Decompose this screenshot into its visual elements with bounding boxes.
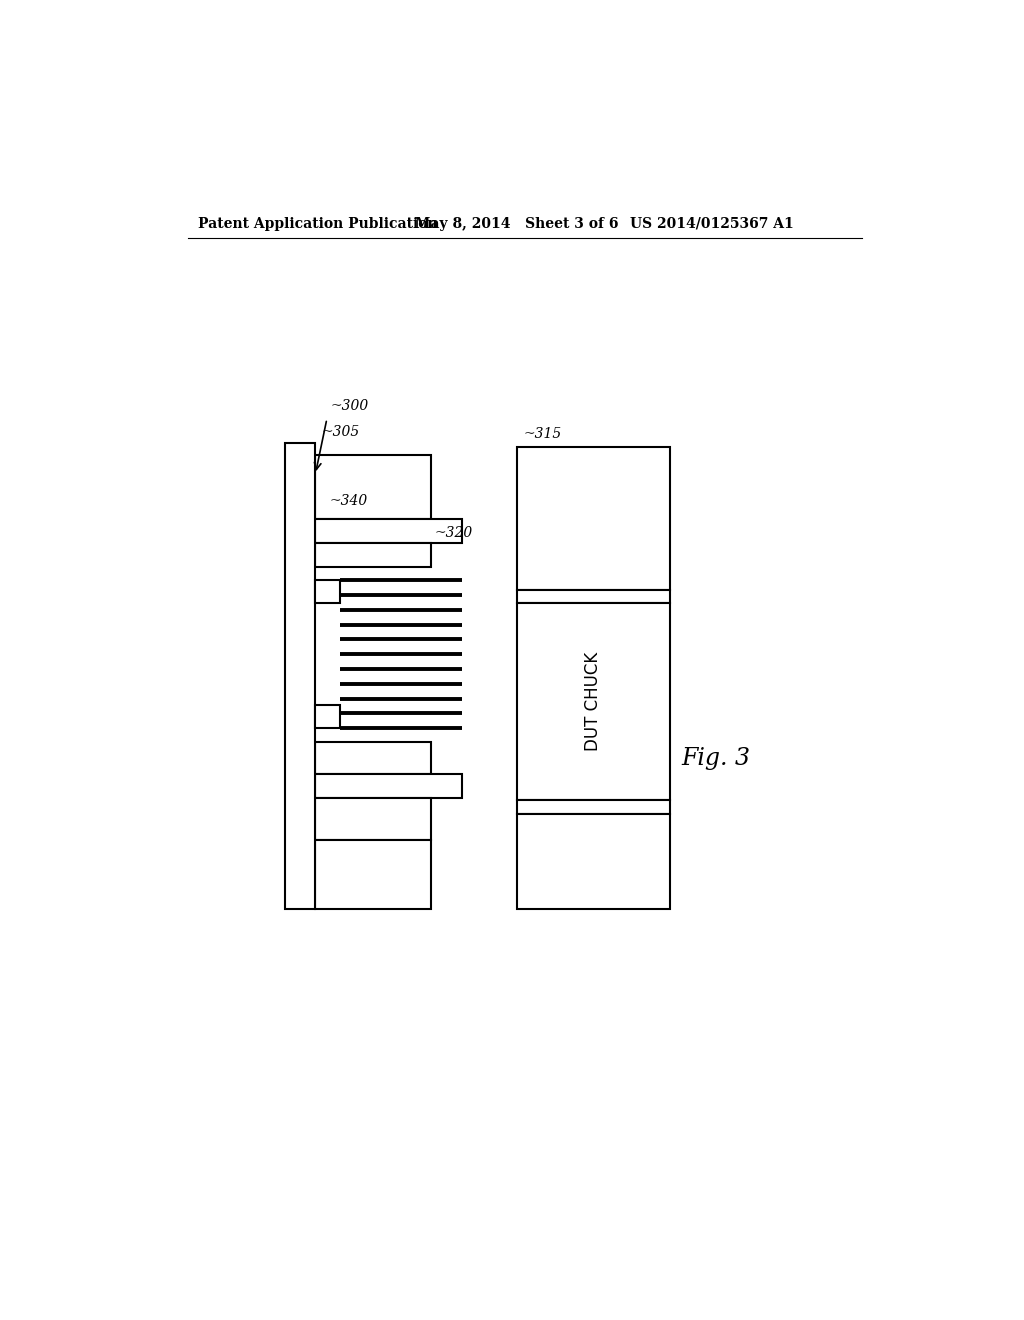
Bar bbox=[517, 813, 670, 909]
Text: Fig. 3: Fig. 3 bbox=[681, 747, 751, 771]
Text: ~300: ~300 bbox=[331, 400, 369, 413]
Bar bbox=[517, 603, 670, 800]
Bar bbox=[315, 840, 431, 909]
Bar bbox=[517, 590, 670, 603]
Bar bbox=[315, 519, 462, 544]
Bar bbox=[315, 742, 431, 775]
Bar bbox=[315, 797, 431, 840]
Text: ~315: ~315 bbox=[523, 428, 561, 441]
Bar bbox=[517, 447, 670, 590]
Text: May 8, 2014   Sheet 3 of 6: May 8, 2014 Sheet 3 of 6 bbox=[416, 216, 618, 231]
Bar bbox=[315, 455, 431, 519]
Text: ~320: ~320 bbox=[435, 527, 473, 540]
Bar bbox=[315, 581, 340, 603]
Text: ~305: ~305 bbox=[322, 425, 359, 438]
Bar bbox=[315, 544, 431, 566]
Text: Patent Application Publication: Patent Application Publication bbox=[199, 216, 438, 231]
Bar bbox=[315, 705, 340, 729]
Bar bbox=[517, 800, 670, 813]
Bar bbox=[285, 444, 315, 909]
Text: ~340: ~340 bbox=[330, 494, 368, 508]
Text: US 2014/0125367 A1: US 2014/0125367 A1 bbox=[630, 216, 794, 231]
Text: DUT CHUCK: DUT CHUCK bbox=[585, 652, 602, 751]
Bar bbox=[315, 775, 462, 797]
